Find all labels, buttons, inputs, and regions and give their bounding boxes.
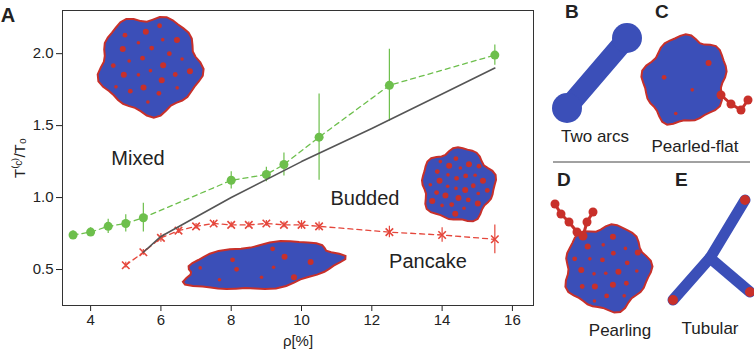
svg-text:ρ[%]: ρ[%] (283, 332, 313, 349)
svg-text:Pearled-flat: Pearled-flat (652, 137, 739, 156)
svg-text:Pancake: Pancake (389, 250, 467, 272)
svg-text:14: 14 (434, 311, 451, 328)
svg-text:1.0: 1.0 (33, 188, 54, 205)
svg-text:Tubular: Tubular (681, 319, 738, 338)
svg-text:A: A (1, 4, 15, 26)
svg-text:1.5: 1.5 (33, 116, 54, 133)
svg-text:8: 8 (227, 311, 235, 328)
svg-text:Pearling: Pearling (589, 321, 651, 340)
svg-text:0.5: 0.5 (33, 260, 54, 277)
svg-text:12: 12 (363, 311, 380, 328)
svg-text:Budded: Budded (331, 187, 400, 209)
svg-text:C: C (655, 1, 669, 22)
svg-text:Mixed: Mixed (111, 147, 164, 169)
svg-text:D: D (557, 169, 571, 190)
svg-text:T⁽ᶜ⁾/T₀: T⁽ᶜ⁾/T₀ (11, 138, 28, 178)
svg-text:Two arcs: Two arcs (561, 127, 629, 146)
svg-text:10: 10 (293, 311, 310, 328)
svg-text:E: E (675, 169, 688, 190)
svg-text:B: B (565, 1, 579, 22)
svg-text:4: 4 (86, 311, 94, 328)
svg-text:6: 6 (157, 311, 165, 328)
svg-text:16: 16 (504, 311, 521, 328)
svg-text:2.0: 2.0 (33, 44, 54, 61)
